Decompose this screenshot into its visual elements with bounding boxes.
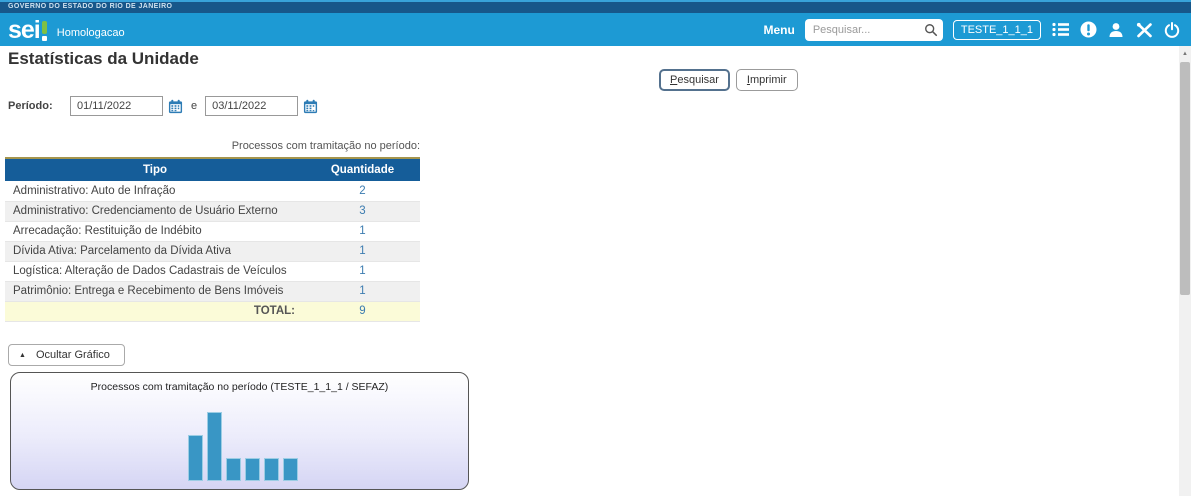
total-value-link[interactable]: 9 — [359, 305, 366, 317]
toggle-chart-button[interactable]: ▲ Ocultar Gráfico — [8, 344, 125, 366]
brand: sei Homologacao — [8, 15, 125, 44]
tipo-cell: Administrativo: Auto de Infração — [5, 181, 305, 202]
chart-bar — [207, 412, 222, 481]
table-row: Arrecadação: Restituição de Indébito 1 — [5, 221, 420, 242]
environment-label: Homologacao — [56, 26, 125, 39]
tipo-cell: Patrimônio: Entrega e Recebimento de Ben… — [5, 281, 305, 302]
chart-bar — [283, 458, 298, 481]
table-caption: Processos com tramitação no período: — [231, 140, 420, 152]
pesquisar-button[interactable]: Pesquisar — [659, 69, 730, 91]
table-row: Logística: Alteração de Dados Cadastrais… — [5, 261, 420, 282]
column-header-tipo: Tipo — [5, 158, 305, 181]
quantidade-link[interactable]: 1 — [359, 265, 366, 277]
quantidade-link[interactable]: 2 — [359, 184, 366, 197]
chart-bar — [226, 458, 241, 481]
end-date-calendar-icon[interactable] — [303, 99, 318, 114]
imprimir-button[interactable]: Imprimir — [735, 69, 798, 91]
table-row: Dívida Ativa: Parcelamento da Dívida Ati… — [5, 241, 420, 262]
header-actions: Menu TESTE_1_1_1 — [763, 18, 1182, 41]
period-connector: e — [191, 100, 198, 112]
menu-link[interactable]: Menu — [763, 22, 795, 37]
action-buttons: Pesquisar Imprimir — [659, 69, 798, 91]
chart-bars — [188, 412, 298, 481]
stats-table: Tipo Quantidade Administrativo: Auto de … — [5, 157, 420, 322]
sei-logo-text: sei — [8, 15, 41, 44]
scrollbar-up-arrow[interactable]: ▲ — [1182, 51, 1188, 57]
table-row: Administrativo: Auto de Infração 2 — [5, 181, 420, 202]
chart-panel: Processos com tramitação no período (TES… — [10, 372, 469, 490]
search-box — [804, 18, 943, 41]
chart-bar — [188, 435, 203, 481]
unit-selector-button[interactable]: TESTE_1_1_1 — [952, 19, 1041, 40]
vertical-scrollbar[interactable]: ▲ — [1179, 46, 1191, 496]
period-filter: Período: e — [8, 96, 324, 116]
sei-exclamation-icon — [41, 20, 47, 41]
quantidade-link[interactable]: 1 — [359, 225, 366, 237]
alert-circle-icon[interactable] — [1079, 21, 1097, 39]
tipo-cell: Arrecadação: Restituição de Indébito — [5, 221, 305, 242]
end-date-input[interactable] — [205, 96, 299, 116]
power-icon[interactable] — [1163, 21, 1181, 39]
tipo-cell: Administrativo: Credenciamento de Usuári… — [5, 201, 305, 222]
tipo-cell: Logística: Alteração de Dados Cadastrais… — [5, 261, 305, 282]
tools-icon[interactable] — [1135, 21, 1153, 39]
stats-table-body: Administrativo: Auto de Infração 2 Admin… — [5, 181, 420, 322]
table-row: Administrativo: Credenciamento de Usuári… — [5, 201, 420, 222]
government-label: GOVERNO DO ESTADO DO RIO DE JANEIRO — [8, 3, 173, 10]
list-icon[interactable] — [1051, 21, 1069, 39]
table-row: Patrimônio: Entrega e Recebimento de Ben… — [5, 281, 420, 302]
total-label: TOTAL: — [5, 301, 305, 322]
quantidade-link[interactable]: 3 — [359, 205, 366, 217]
table-header-row: Tipo Quantidade — [5, 158, 420, 181]
quantidade-link[interactable]: 1 — [359, 245, 366, 257]
start-date-input[interactable] — [70, 96, 163, 116]
period-label: Período: — [8, 100, 53, 112]
user-icon[interactable] — [1107, 21, 1125, 39]
search-icon[interactable] — [923, 22, 939, 38]
scrollbar-thumb[interactable] — [1180, 62, 1190, 295]
chart-bar — [264, 458, 279, 481]
search-input[interactable] — [812, 23, 923, 36]
start-date-calendar-icon[interactable] — [168, 99, 183, 114]
app-header: sei Homologacao Menu TESTE_1_1_1 — [0, 13, 1191, 46]
toggle-chart-label: Ocultar Gráfico — [35, 349, 110, 361]
sei-logo: sei — [8, 15, 47, 44]
tipo-cell: Dívida Ativa: Parcelamento da Dívida Ati… — [5, 241, 305, 262]
government-strip: GOVERNO DO ESTADO DO RIO DE JANEIRO — [0, 0, 1191, 13]
quantidade-link[interactable]: 1 — [359, 285, 366, 297]
total-row: TOTAL: 9 — [5, 301, 420, 322]
chart-bar — [245, 458, 260, 481]
chart-title: Processos com tramitação no período (TES… — [90, 381, 389, 393]
collapse-arrow-icon: ▲ — [19, 351, 26, 359]
column-header-quantidade: Quantidade — [305, 158, 420, 181]
page-title: Estatísticas da Unidade — [8, 49, 199, 68]
